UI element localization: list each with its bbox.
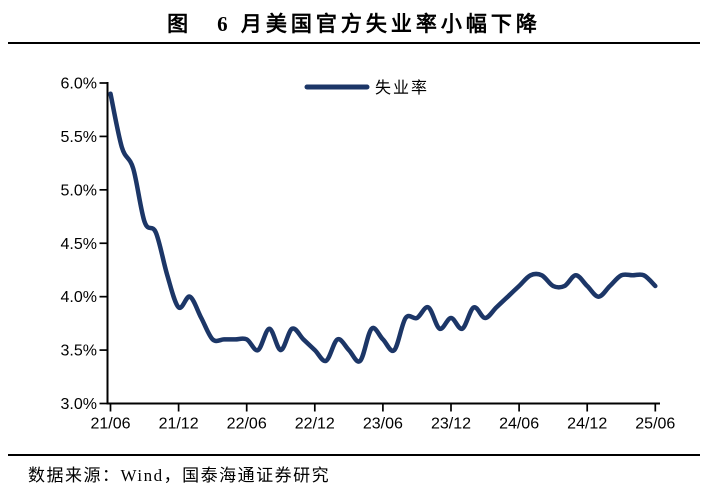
x-tick-label: 25/06 (635, 416, 675, 433)
legend-label: 失业率 (375, 79, 429, 97)
title-divider (8, 42, 700, 44)
y-tick-label: 4.0% (61, 289, 97, 306)
x-tick-label: 21/06 (90, 416, 130, 433)
figure-title: 图 6 月美国官方失业率小幅下降 (167, 12, 541, 36)
x-tick-label: 22/06 (227, 416, 267, 433)
unemployment-line (108, 91, 658, 364)
data-source: 数据来源：Wind，国泰海通证券研究 (28, 466, 331, 485)
y-tick-label: 3.0% (61, 396, 97, 413)
x-tick-label: 23/06 (363, 416, 403, 433)
chart-axes: 3.0% 3.5% 4.0% 4.5% 5.0% 5.5% 6.0% 21/06 21/12 22… (61, 76, 676, 433)
x-tick-label: 24/12 (567, 416, 607, 433)
x-tick-label: 21/12 (159, 416, 199, 433)
x-tick-label: 23/12 (431, 416, 471, 433)
x-tick-label: 24/06 (499, 416, 539, 433)
footer-divider (8, 454, 700, 456)
y-tick-label: 6.0% (61, 76, 97, 93)
y-tick-label: 3.5% (61, 343, 97, 360)
y-tick-label: 5.5% (61, 129, 97, 146)
y-tick-label: 4.5% (61, 236, 97, 253)
x-tick-label: 22/12 (295, 416, 335, 433)
y-tick-label: 5.0% (61, 182, 97, 199)
